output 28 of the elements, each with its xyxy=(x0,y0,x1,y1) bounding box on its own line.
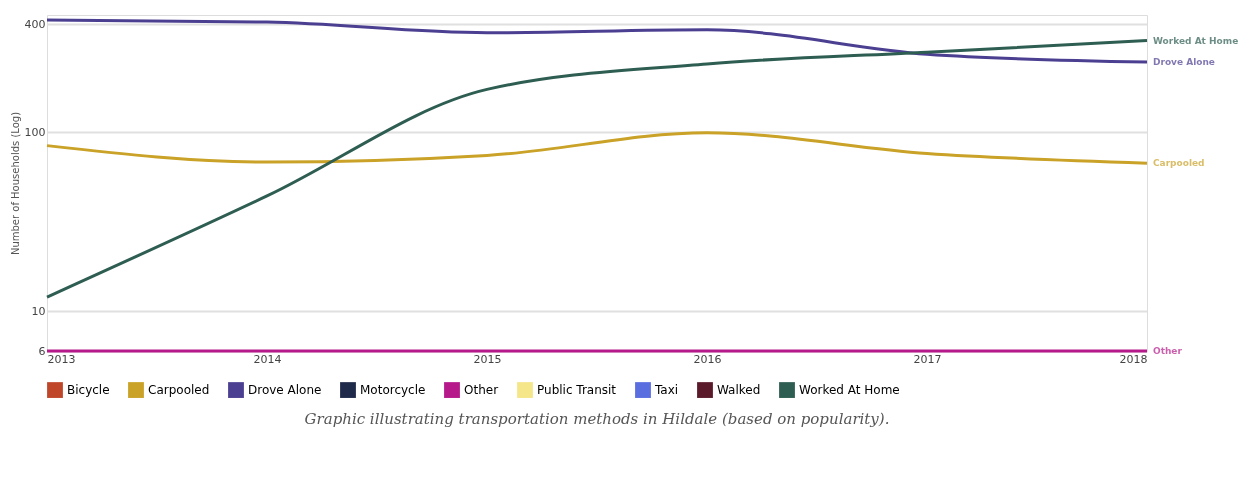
x-tick-label: 2017 xyxy=(913,352,942,366)
legend-label: Bicycle xyxy=(67,383,110,398)
line-series xyxy=(45,18,1149,64)
text: Worked At Home xyxy=(1153,35,1239,46)
legend-label: Carpooled xyxy=(148,383,210,398)
legend-label: Motorcycle xyxy=(360,383,426,398)
y-tick-label: 6 xyxy=(38,344,46,358)
y-tick-label: 400 xyxy=(24,17,46,31)
x-tick-label: 2016 xyxy=(693,352,722,366)
text: Drove Alone xyxy=(1153,57,1215,67)
legend-label: Walked xyxy=(717,383,761,398)
x-tick-label: 2015 xyxy=(473,352,502,366)
legend-label: Other xyxy=(464,383,499,398)
y-tick-label: 100 xyxy=(24,125,46,139)
text: Carpooled xyxy=(1153,158,1205,169)
legend-label: Drove Alone xyxy=(248,383,322,398)
x-tick-label: 2014 xyxy=(253,352,282,366)
x-tick-label: 2018 xyxy=(1119,352,1148,366)
line-series xyxy=(45,39,1149,299)
x-tick-label: 2013 xyxy=(47,352,76,366)
legend-label: Taxi xyxy=(654,383,679,398)
text: Graphic illustrating transportation methods in Hildale (based on popularity). xyxy=(304,410,890,428)
legend-label: Public Transit xyxy=(537,383,617,398)
y-axis-title: Number of Households (Log) xyxy=(9,111,21,256)
text: Other xyxy=(1153,346,1182,356)
y-tick-label: 10 xyxy=(31,304,46,318)
legend-label: Worked At Home xyxy=(799,383,900,398)
line-series xyxy=(45,131,1149,165)
